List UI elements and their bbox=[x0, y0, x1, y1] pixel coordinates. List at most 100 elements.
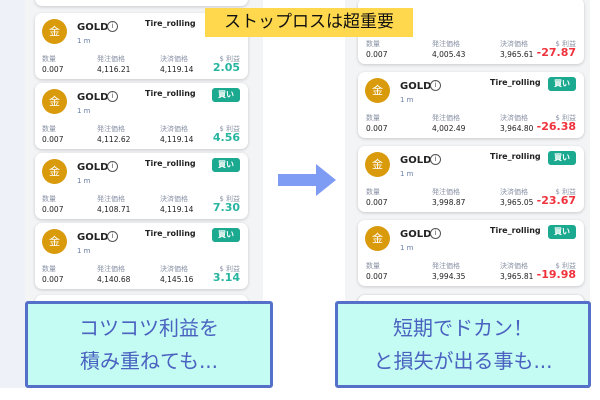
trade-card[interactable]: 金 GOLD i 1 m Tire_rolling 買い 数量 発注価格 決済価… bbox=[358, 146, 584, 212]
timeframe: 1 m bbox=[77, 107, 91, 115]
order-price-label: 発注価格 bbox=[432, 40, 460, 48]
pnl-value: -19.98 bbox=[536, 268, 576, 281]
qty-value: 0.007 bbox=[366, 198, 388, 207]
qty-label: 数量 bbox=[366, 40, 380, 48]
strategy-name: Tire_rolling bbox=[490, 226, 541, 235]
stop-loss-banner: ストップロスは超重要 bbox=[205, 8, 413, 37]
settle-price-label: 決済価格 bbox=[500, 262, 528, 270]
info-circle-icon[interactable]: i bbox=[107, 161, 118, 172]
arrow-right-icon bbox=[278, 164, 336, 196]
info-circle-icon[interactable]: i bbox=[107, 91, 118, 102]
pnl-label: $ 利益 bbox=[219, 265, 240, 273]
settle-price-value: 4,119.14 bbox=[160, 205, 194, 214]
qty-label: 数量 bbox=[42, 195, 56, 203]
qty-label: 数量 bbox=[42, 55, 56, 63]
qty-value: 0.007 bbox=[42, 65, 64, 74]
settle-price-value: 3,965.61 bbox=[500, 50, 534, 59]
qty-label: 数量 bbox=[366, 188, 380, 196]
settle-price-label: 決済価格 bbox=[500, 40, 528, 48]
settle-price-value: 3,965.05 bbox=[500, 198, 534, 207]
trade-card[interactable]: 金 GOLD i 1 m Tire_rolling 買い 数量 発注価格 決済価… bbox=[358, 220, 584, 286]
info-circle-icon[interactable]: i bbox=[430, 154, 441, 165]
buy-badge: 買い bbox=[548, 225, 576, 239]
info-circle-icon[interactable]: i bbox=[107, 231, 118, 242]
trade-card[interactable]: 金 GOLD i 1 m Tire_rolling 買い 数量 発注価格 決済価… bbox=[35, 223, 248, 289]
trade-card[interactable]: 金 GOLD i 1 m Tire_rolling 買い 数量 発注価格 決済価… bbox=[35, 153, 248, 219]
callout-line: と損失が出る事も... bbox=[373, 349, 553, 373]
pnl-value: 3.14 bbox=[212, 271, 240, 284]
symbol: GOLD bbox=[400, 229, 432, 240]
gold-bars-icon: 金 bbox=[42, 19, 67, 44]
qty-value: 0.007 bbox=[366, 272, 388, 281]
pnl-label: $ 利益 bbox=[219, 125, 240, 133]
symbol: GOLD bbox=[77, 22, 109, 33]
pnl-label: $ 利益 bbox=[219, 195, 240, 203]
qty-value: 0.007 bbox=[42, 135, 64, 144]
symbol: GOLD bbox=[77, 232, 109, 243]
page-background bbox=[0, 0, 25, 388]
order-price-value: 4,116.21 bbox=[97, 65, 131, 74]
callout-line: 短期でドカン！ bbox=[393, 316, 533, 340]
buy-badge: 買い bbox=[212, 228, 240, 242]
gold-bars-icon: 金 bbox=[365, 226, 390, 251]
qty-label: 数量 bbox=[42, 265, 56, 273]
timeframe: 1 m bbox=[400, 96, 414, 104]
settle-price-value: 3,964.80 bbox=[500, 124, 534, 133]
pnl-label: $ 利益 bbox=[555, 262, 576, 270]
pnl-value: 7.30 bbox=[212, 201, 240, 214]
order-price-label: 発注価格 bbox=[432, 114, 460, 122]
pnl-label: $ 利益 bbox=[555, 188, 576, 196]
timeframe: 1 m bbox=[77, 247, 91, 255]
gold-bars-icon: 金 bbox=[365, 78, 390, 103]
order-price-label: 発注価格 bbox=[97, 265, 125, 273]
qty-value: 0.007 bbox=[42, 205, 64, 214]
list-item[interactable] bbox=[35, 0, 248, 6]
order-price-label: 発注価格 bbox=[97, 195, 125, 203]
qty-label: 数量 bbox=[366, 262, 380, 270]
gold-bars-icon: 金 bbox=[42, 89, 67, 114]
timeframe: 1 m bbox=[77, 37, 91, 45]
pnl-value: 2.05 bbox=[212, 61, 240, 74]
strategy-name: Tire_rolling bbox=[145, 159, 196, 168]
settle-price-label: 決済価格 bbox=[160, 125, 188, 133]
order-price-value: 4,112.62 bbox=[97, 135, 131, 144]
gold-bars-icon: 金 bbox=[42, 229, 67, 254]
settle-price-value: 4,119.14 bbox=[160, 135, 194, 144]
order-price-value: 4,140.68 bbox=[97, 275, 131, 284]
pnl-label: $ 利益 bbox=[555, 114, 576, 122]
settle-price-label: 決済価格 bbox=[500, 188, 528, 196]
settle-price-label: 決済価格 bbox=[160, 55, 188, 63]
pnl-label: $ 利益 bbox=[219, 55, 240, 63]
buy-badge: 買い bbox=[548, 151, 576, 165]
pnl-value: -27.87 bbox=[536, 46, 576, 59]
qty-value: 0.007 bbox=[366, 50, 388, 59]
settle-price-label: 決済価格 bbox=[500, 114, 528, 122]
symbol: GOLD bbox=[400, 155, 432, 166]
qty-value: 0.007 bbox=[42, 275, 64, 284]
pnl-value: 4.56 bbox=[212, 131, 240, 144]
pnl-label: $ 利益 bbox=[555, 40, 576, 48]
order-price-value: 4,005.43 bbox=[432, 50, 466, 59]
order-price-value: 3,994.35 bbox=[432, 272, 466, 281]
timeframe: 1 m bbox=[400, 244, 414, 252]
order-price-label: 発注価格 bbox=[432, 262, 460, 270]
pnl-value: -26.38 bbox=[536, 120, 576, 133]
buy-badge: 買い bbox=[212, 158, 240, 172]
strategy-name: Tire_rolling bbox=[490, 78, 541, 87]
gold-bars-icon: 金 bbox=[42, 159, 67, 184]
order-price-label: 発注価格 bbox=[432, 188, 460, 196]
order-price-label: 発注価格 bbox=[97, 55, 125, 63]
trade-card[interactable]: 金 GOLD i 1 m Tire_rolling 買い 数量 発注価格 決済価… bbox=[358, 72, 584, 138]
info-circle-icon[interactable]: i bbox=[430, 228, 441, 239]
right-callout: 短期でドカン！ と損失が出る事も... bbox=[335, 301, 591, 388]
timeframe: 1 m bbox=[77, 177, 91, 185]
trade-card[interactable]: 金 GOLD i 1 m Tire_rolling 買い 数量 発注価格 決済価… bbox=[35, 83, 248, 149]
info-circle-icon[interactable]: i bbox=[107, 21, 118, 32]
strategy-name: Tire_rolling bbox=[145, 229, 196, 238]
strategy-name: Tire_rolling bbox=[145, 19, 196, 28]
callout-line: 積み重ねても... bbox=[79, 349, 219, 373]
left-callout: コツコツ利益を 積み重ねても... bbox=[25, 301, 273, 388]
symbol: GOLD bbox=[77, 162, 109, 173]
info-circle-icon[interactable]: i bbox=[430, 80, 441, 91]
timeframe: 1 m bbox=[400, 170, 414, 178]
